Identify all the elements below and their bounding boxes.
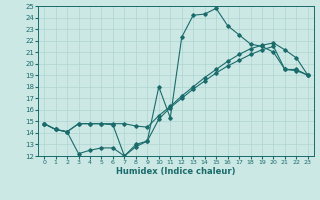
X-axis label: Humidex (Indice chaleur): Humidex (Indice chaleur): [116, 167, 236, 176]
